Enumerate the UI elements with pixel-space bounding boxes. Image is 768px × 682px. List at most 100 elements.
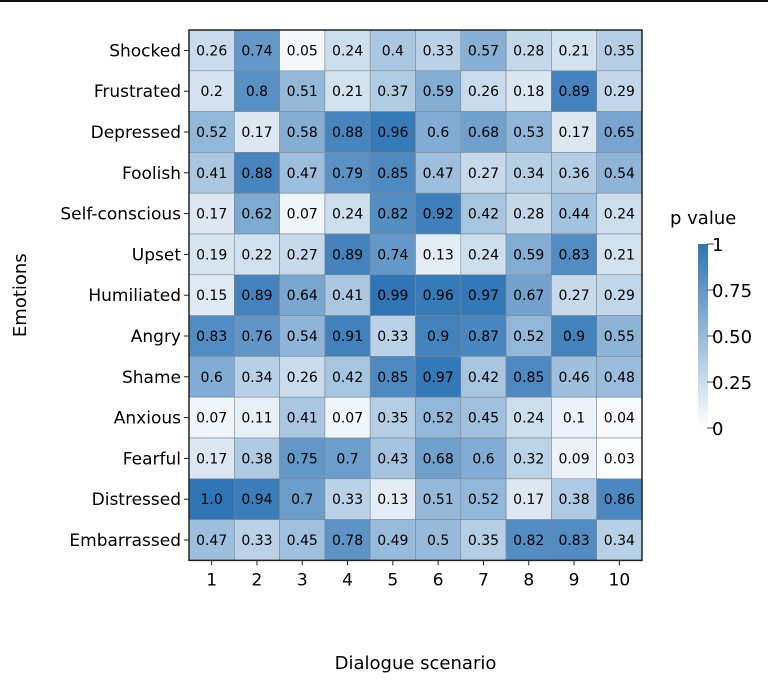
cell-value-label: 0.54 bbox=[287, 329, 318, 345]
heatmap-cell bbox=[279, 111, 326, 153]
heatmap-cell bbox=[279, 152, 326, 194]
heatmap-cell bbox=[596, 29, 643, 72]
cell-value-label: 0.87 bbox=[468, 329, 499, 345]
cell-value-label: 0.21 bbox=[604, 247, 635, 263]
heatmap-cell bbox=[234, 233, 280, 276]
heatmap-cell bbox=[460, 478, 507, 520]
y-tick-label: Angry bbox=[131, 327, 181, 347]
cell-value-label: 0.74 bbox=[377, 247, 408, 263]
cell-value-label: 0.45 bbox=[468, 411, 499, 427]
heatmap-cell bbox=[505, 274, 552, 316]
heatmap-cell bbox=[279, 356, 326, 398]
x-axis-title: Dialogue scenario bbox=[335, 653, 497, 674]
heatmap-cell bbox=[324, 478, 371, 520]
heatmap-cell bbox=[324, 519, 371, 561]
cell-value-label: 0.33 bbox=[241, 533, 272, 549]
heatmap-cell bbox=[324, 315, 371, 357]
cell-value-label: 0.29 bbox=[604, 84, 635, 100]
cell-value-label: 0.96 bbox=[423, 288, 454, 304]
heatmap-cell bbox=[234, 519, 280, 561]
heatmap-cell bbox=[324, 111, 371, 153]
cell-value-label: 0.03 bbox=[604, 451, 635, 467]
colorbar-tick-label: 0.50 bbox=[712, 327, 752, 348]
cell-value-label: 0.05 bbox=[287, 43, 318, 59]
heatmap-cell bbox=[369, 478, 416, 520]
cell-value-label: 0.99 bbox=[377, 288, 408, 304]
heatmap-cell bbox=[369, 519, 416, 561]
cell-value-label: 0.6 bbox=[472, 451, 494, 467]
x-tick-label: 1 bbox=[206, 570, 217, 590]
heatmap-cell bbox=[234, 274, 280, 316]
cell-value-label: 0.49 bbox=[377, 533, 408, 549]
y-axis-title: Emotions bbox=[10, 253, 31, 337]
heatmap-cell bbox=[279, 396, 326, 439]
heatmap-cell bbox=[505, 70, 552, 112]
heatmap-cell bbox=[415, 478, 462, 520]
heatmap-cell bbox=[234, 70, 280, 112]
cell-value-label: 0.94 bbox=[241, 492, 272, 508]
cell-value-label: 0.53 bbox=[513, 125, 544, 141]
cell-value-label: 0.17 bbox=[196, 207, 227, 223]
cell-value-label: 0.34 bbox=[241, 370, 272, 386]
cell-value-label: 0.24 bbox=[332, 43, 363, 59]
cell-value-label: 0.65 bbox=[604, 125, 635, 141]
cell-value-label: 0.96 bbox=[377, 125, 408, 141]
cell-value-label: 0.62 bbox=[241, 207, 272, 223]
cell-value-label: 0.24 bbox=[468, 247, 499, 263]
cell-value-label: 0.5 bbox=[427, 533, 449, 549]
cell-value-label: 0.38 bbox=[241, 451, 272, 467]
x-tick-label: 2 bbox=[252, 570, 263, 590]
cell-value-label: 0.82 bbox=[377, 207, 408, 223]
colorbar-title: p value bbox=[670, 208, 736, 229]
x-tick-label: 10 bbox=[609, 570, 631, 590]
heatmap-cell bbox=[551, 478, 598, 520]
heatmap-cell bbox=[505, 192, 552, 235]
heatmap-cell bbox=[369, 152, 416, 194]
cell-value-label: 0.07 bbox=[287, 207, 318, 223]
cell-value-label: 0.74 bbox=[241, 43, 272, 59]
heatmap-cell bbox=[460, 274, 507, 316]
cell-value-label: 0.88 bbox=[241, 166, 272, 182]
heatmap-cell bbox=[279, 478, 326, 520]
heatmap-cell bbox=[234, 478, 280, 520]
heatmap-cell bbox=[188, 519, 235, 561]
cell-value-label: 0.07 bbox=[196, 411, 227, 427]
heatmap-cell bbox=[551, 356, 598, 398]
cell-value-label: 0.13 bbox=[423, 247, 454, 263]
heatmap-cell bbox=[324, 152, 371, 194]
colorbar-tick-label: 1 bbox=[712, 235, 723, 256]
cell-value-label: 0.21 bbox=[558, 43, 589, 59]
cell-value-label: 0.27 bbox=[558, 288, 589, 304]
heatmap-cell bbox=[324, 396, 371, 439]
cell-value-label: 0.8 bbox=[246, 84, 268, 100]
heatmap-cell bbox=[505, 396, 552, 439]
cell-value-label: 0.19 bbox=[196, 247, 227, 263]
cell-value-label: 0.04 bbox=[604, 411, 635, 427]
cell-value-label: 0.85 bbox=[377, 370, 408, 386]
top-rule bbox=[0, 0, 768, 2]
heatmap-cell bbox=[415, 437, 462, 480]
cell-value-label: 0.07 bbox=[332, 411, 363, 427]
cell-value-label: 0.7 bbox=[336, 451, 358, 467]
heatmap-cell bbox=[505, 478, 552, 520]
cell-value-label: 0.48 bbox=[604, 370, 635, 386]
y-tick-label: Embarrassed bbox=[69, 531, 181, 551]
cell-value-label: 0.59 bbox=[423, 84, 454, 100]
heatmap-cell bbox=[551, 111, 598, 153]
cell-value-label: 0.47 bbox=[287, 166, 318, 182]
heatmap-cell bbox=[369, 70, 416, 112]
cell-value-label: 0.33 bbox=[377, 329, 408, 345]
heatmap-cell bbox=[460, 192, 507, 235]
heatmap-cell bbox=[415, 315, 462, 357]
cell-value-label: 0.47 bbox=[423, 166, 454, 182]
y-axis: Shocked Frustrated Depressed Foolish Self-co… bbox=[60, 41, 189, 551]
cell-value-label: 0.82 bbox=[513, 533, 544, 549]
cell-value-label: 0.54 bbox=[604, 166, 635, 182]
cell-value-label: 0.85 bbox=[377, 166, 408, 182]
cell-value-label: 0.76 bbox=[241, 329, 272, 345]
cell-value-label: 0.11 bbox=[241, 411, 272, 427]
heatmap-cell bbox=[460, 152, 507, 194]
cell-value-label: 0.2 bbox=[201, 84, 223, 100]
cell-value-label: 0.79 bbox=[332, 166, 363, 182]
heatmap-cell bbox=[415, 396, 462, 439]
